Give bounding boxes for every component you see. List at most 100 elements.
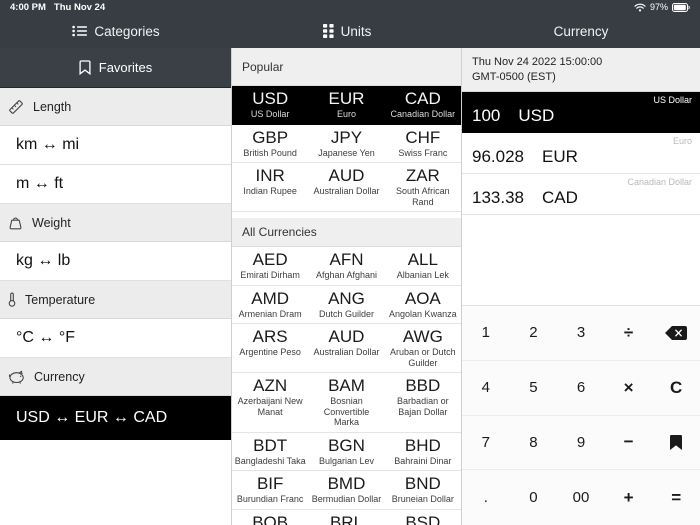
currency-option-inr[interactable]: INR Indian Rupee: [243, 166, 297, 196]
favorite-km-mi[interactable]: km ↔ mi: [0, 126, 231, 165]
favorite-label: m ↔ ft: [16, 175, 64, 192]
section-currency: Currency: [0, 358, 231, 396]
backspace-icon: [665, 325, 688, 340]
categories-label: Categories: [94, 23, 160, 39]
currency-option-bnd[interactable]: BND Bruneian Dollar: [391, 474, 454, 504]
favorite-c-f[interactable]: °C ↔ °F: [0, 319, 231, 358]
currency-row: AED Emirati Dirham AFN Afghan Afghani AL…: [232, 247, 461, 286]
section-label: Currency: [34, 369, 85, 384]
currency-option-afn[interactable]: AFN Afghan Afghani: [315, 250, 378, 280]
currency-option-brl[interactable]: BRL Brazilian Real: [329, 512, 364, 525]
key-minus[interactable]: −: [623, 432, 634, 452]
status-bar: 4:00 PM Thu Nov 24 97%: [0, 0, 700, 14]
key-equals[interactable]: =: [671, 487, 682, 507]
key-1[interactable]: 1: [481, 324, 490, 342]
grid-icon: [322, 24, 334, 38]
converter-row-usd[interactable]: US Dollar 100 USD: [462, 92, 700, 133]
categories-button[interactable]: Categories: [72, 23, 160, 39]
currency-option-bbd[interactable]: BBD Barbadian or Bajan Dollar: [397, 376, 449, 417]
favorite-label: kg ↔ lb: [16, 252, 71, 269]
key-9[interactable]: 9: [576, 433, 586, 451]
currency-option-cad[interactable]: CAD Canadian Dollar: [390, 89, 456, 119]
key-5[interactable]: 5: [529, 379, 538, 397]
key-clear[interactable]: C: [670, 377, 683, 397]
currency-option-aed[interactable]: AED Emirati Dirham: [240, 250, 300, 280]
currency-option-amd[interactable]: AMD Armenian Dram: [238, 288, 302, 319]
currency-option-jpy[interactable]: JPY Japanese Yen: [318, 127, 375, 158]
converter-row-cad[interactable]: Canadian Dollar 133.38 CAD: [462, 174, 700, 215]
currency-option-bmd[interactable]: BMD Bermudian Dollar: [311, 474, 382, 504]
favorites-header: Favorites: [0, 48, 231, 88]
key-6[interactable]: 6: [576, 379, 586, 397]
amount-value: 96.028: [472, 147, 524, 166]
bookmark-outline-icon: [79, 60, 91, 75]
keypad-row: 7 8 9 −: [462, 416, 700, 471]
key-4[interactable]: 4: [481, 379, 490, 397]
keypad-row: . 0 00 + =: [462, 470, 700, 525]
section-label: Length: [33, 99, 72, 114]
key-backspace[interactable]: [652, 306, 700, 360]
currency-row: BDT Bangladeshi Taka BGN Bulgarian Lev B…: [232, 432, 461, 471]
currency-option-gbp[interactable]: GBP British Pound: [243, 127, 297, 158]
section-length: Length: [0, 88, 231, 126]
currency-option-aud[interactable]: AUD Australian Dollar: [313, 166, 380, 196]
bookmark-icon: [670, 434, 683, 450]
popular-header: Popular: [232, 48, 461, 86]
amount-value: 100: [472, 106, 501, 125]
currency-option-aoa[interactable]: AOA Angolan Kwanza: [389, 288, 457, 319]
piggy-bank-icon: [8, 370, 25, 384]
battery-percent: 97%: [649, 2, 668, 12]
currency-option-zar[interactable]: ZAR South African Rand: [396, 166, 450, 207]
key-divide[interactable]: ÷: [623, 322, 634, 342]
currency-option-aud2[interactable]: AUD Australian Dollar: [313, 327, 380, 357]
key-multiply[interactable]: ×: [623, 377, 634, 397]
favorites-label: Favorites: [98, 60, 153, 75]
currency-option-bsd[interactable]: BSD Bahamian Dollar: [405, 512, 441, 525]
weight-icon: [8, 216, 23, 230]
currency-option-azn[interactable]: AZN Azerbaijani New Manat: [237, 376, 303, 417]
currency-option-all[interactable]: ALL Albanian Lek: [396, 250, 449, 280]
key-0[interactable]: 0: [529, 489, 538, 507]
currency-option-bam[interactable]: BAM Bosnian Convertible Marka: [323, 376, 370, 427]
key-8[interactable]: 8: [529, 433, 538, 451]
currency-option-awg[interactable]: AWG Aruban or Dutch Guilder: [390, 327, 456, 368]
favorite-label: °C ↔ °F: [16, 329, 76, 346]
currency-option-ang[interactable]: ANG Dutch Guilder: [318, 288, 374, 319]
currency-row: BOB Bolivian Boliviano BRL Brazilian Rea…: [232, 509, 461, 525]
currency-option-usd[interactable]: USD US Dollar: [250, 89, 290, 119]
units-button[interactable]: Units: [322, 24, 371, 39]
favorite-label: km ↔ mi: [16, 136, 80, 153]
key-bookmark[interactable]: [652, 416, 700, 470]
favorite-label: USD ↔ EUR ↔ CAD: [16, 409, 168, 426]
currency-option-bob[interactable]: BOB Bolivian Boliviano: [252, 512, 289, 525]
key-decimal[interactable]: .: [483, 489, 488, 507]
converter-row-eur[interactable]: Euro 96.028 EUR: [462, 133, 700, 174]
section-temperature: Temperature: [0, 281, 231, 319]
ruler-icon: [8, 99, 24, 115]
key-3[interactable]: 3: [576, 324, 586, 342]
currency-option-ars[interactable]: ARS Argentine Peso: [239, 327, 301, 357]
favorite-kg-lb[interactable]: kg ↔ lb: [0, 242, 231, 281]
currency-option-bif[interactable]: BIF Burundian Franc: [236, 474, 304, 504]
battery-icon: [672, 2, 690, 12]
currency-option-bdt[interactable]: BDT Bangladeshi Taka: [234, 435, 306, 466]
status-date: Thu Nov 24: [53, 1, 106, 13]
currency-option-bhd[interactable]: BHD Bahraini Dinar: [394, 435, 452, 466]
key-00[interactable]: 00: [572, 489, 590, 507]
favorite-m-ft[interactable]: m ↔ ft: [0, 165, 231, 204]
list-icon: [72, 25, 88, 37]
currency-row: AMD Armenian Dram ANG Dutch Guilder AOA …: [232, 285, 461, 324]
favorites-panel: Favorites Length km ↔ mi m ↔ ft Weight: [0, 48, 232, 525]
favorite-usd-eur-cad[interactable]: USD ↔ EUR ↔ CAD: [0, 396, 231, 440]
currency-option-eur[interactable]: EUR Euro: [328, 89, 365, 119]
currency-option-bgn[interactable]: BGN Bulgarian Lev: [318, 435, 375, 466]
currency-option-chf[interactable]: CHF Swiss Franc: [398, 127, 448, 158]
key-plus[interactable]: +: [623, 487, 634, 507]
keypad-row: 1 2 3 ÷: [462, 306, 700, 361]
amount-code: USD: [518, 106, 555, 125]
key-7[interactable]: 7: [481, 433, 490, 451]
converter-spacer: [462, 215, 700, 305]
key-2[interactable]: 2: [529, 324, 538, 342]
currency-row: AZN Azerbaijani New Manat BAM Bosnian Co…: [232, 373, 461, 433]
